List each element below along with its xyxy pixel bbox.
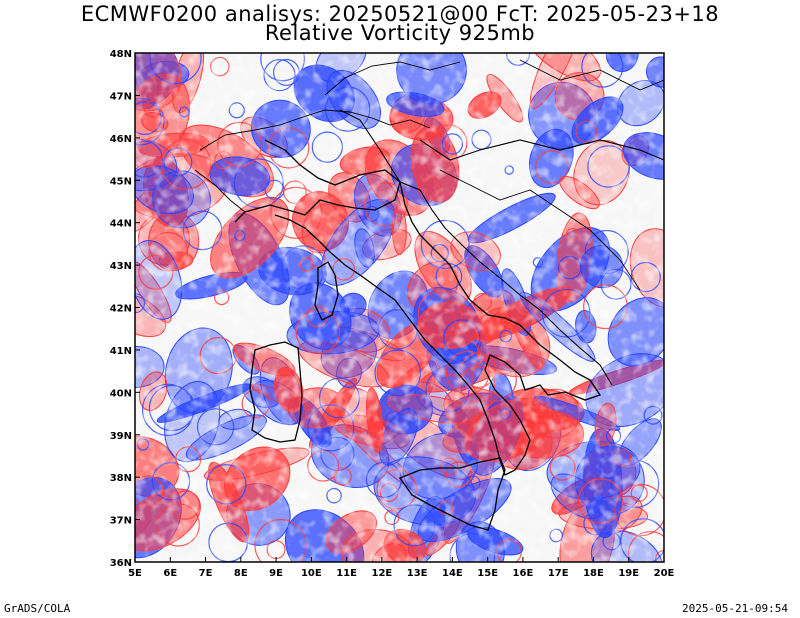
lon-tick-label: 19E <box>618 568 639 579</box>
lat-tick-label: 40N <box>110 388 132 399</box>
lon-tick-label: 14E <box>442 568 463 579</box>
lat-tick-label: 46N <box>110 134 132 145</box>
coastline-sicily <box>398 457 506 531</box>
lon-tick-label: 16E <box>513 568 534 579</box>
lon-tick-label: 18E <box>583 568 604 579</box>
footer-left: GrADS/COLA <box>4 602 71 615</box>
lat-tick-label: 47N <box>110 91 132 102</box>
lat-tick-label: 38N <box>110 473 132 484</box>
longitude-ticks: 5E 6E 7E 8E 9E 10E 11E 12E 13E 14E 15E 16E 17E 18E 19E… <box>128 557 675 579</box>
coastline-sardinia <box>249 341 303 443</box>
footer-right: 2025-05-21-09:54 <box>682 602 788 615</box>
lon-tick-label: 11E <box>336 568 357 579</box>
lon-tick-label: 17E <box>548 568 569 579</box>
lat-tick-label: 37N <box>110 516 132 527</box>
lon-tick-label: 7E <box>199 568 213 579</box>
lat-tick-label: 44N <box>110 219 132 230</box>
latitude-ticks: 36N 37N 38N 39N 40N 41N 42N 43N 44N 45N 46N 47N 48N <box>110 49 140 569</box>
lat-tick-label: 42N <box>110 304 132 315</box>
borders <box>194 59 664 291</box>
lat-tick-label: 43N <box>110 261 132 272</box>
lon-tick-label: 12E <box>371 568 392 579</box>
lat-tick-label: 39N <box>110 431 132 442</box>
lon-tick-label: 20E <box>654 568 675 579</box>
lat-tick-label: 45N <box>110 176 132 187</box>
lon-tick-label: 5E <box>128 568 142 579</box>
lon-tick-label: 9E <box>269 568 283 579</box>
title-line-2: Relative Vorticity 925mb <box>264 21 536 45</box>
lon-tick-label: 6E <box>163 568 177 579</box>
coastline-balkans <box>339 109 664 386</box>
coastline-corsica <box>314 261 339 321</box>
coastline-italy <box>234 139 602 476</box>
title-line-1: ECMWF0200 analisys: 20250521@00 FcT: 202… <box>80 2 720 26</box>
lon-tick-label: 8E <box>234 568 248 579</box>
lat-tick-label: 36N <box>110 558 132 569</box>
lat-tick-label: 41N <box>110 346 132 357</box>
lon-tick-label: 15E <box>477 568 498 579</box>
lon-tick-label: 10E <box>301 568 322 579</box>
lon-tick-label: 13E <box>407 568 428 579</box>
lat-tick-label: 48N <box>110 49 132 60</box>
vorticity-contours <box>135 53 664 562</box>
